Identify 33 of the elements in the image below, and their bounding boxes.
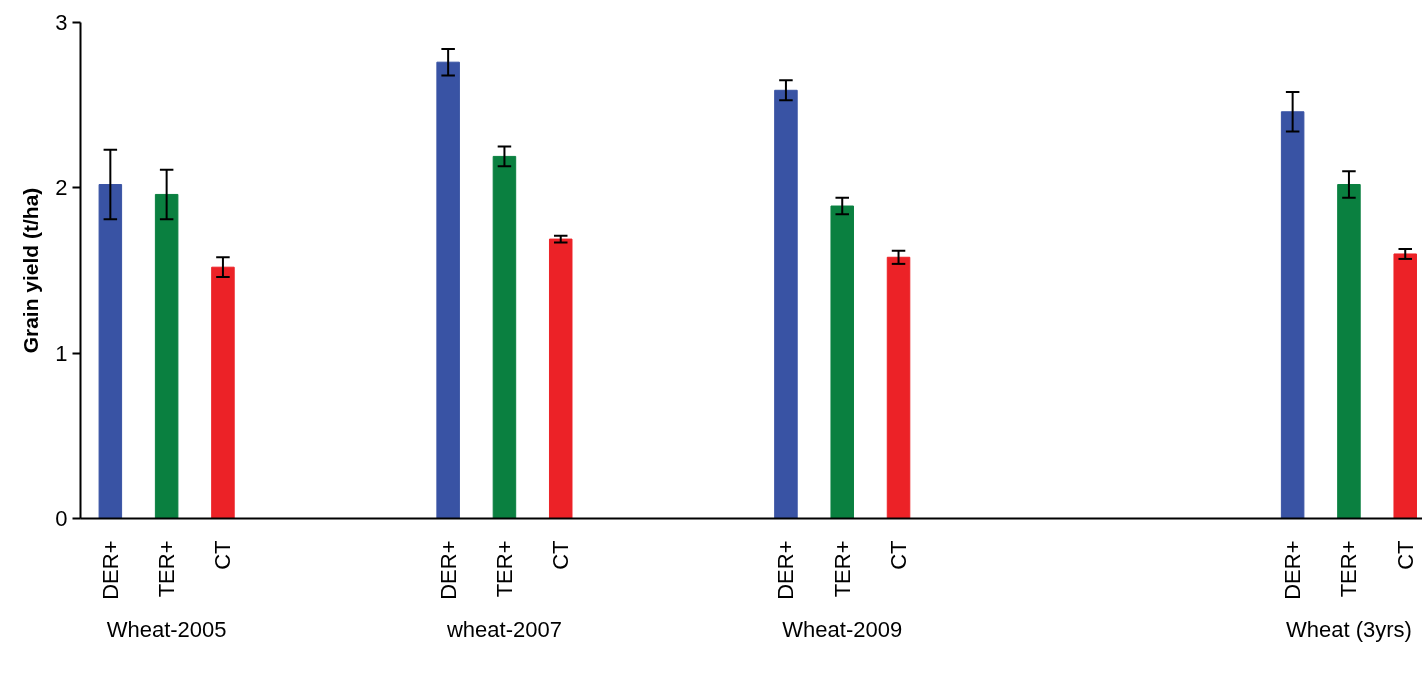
bar: [436, 61, 460, 519]
x-tick-label: CT: [886, 540, 912, 570]
text: Wheat-2009: [782, 616, 903, 642]
text: wheat-2007: [445, 616, 562, 642]
y-tick-label: 1: [55, 340, 68, 366]
bar: [548, 238, 573, 519]
x-tick-label: CT: [210, 540, 236, 570]
x-tick-label: DER+: [773, 540, 799, 600]
bar: [492, 155, 517, 519]
x-tick-label: DER+: [435, 540, 461, 600]
text: Wheat-2005: [106, 616, 227, 642]
x-tick-label: TER+: [1336, 540, 1362, 598]
bar: [774, 89, 798, 519]
y-axis-title: Grain yield (t/ha): [19, 187, 43, 354]
bar: [886, 256, 911, 519]
y-tick-label: 2: [55, 175, 68, 201]
y-tick-label: 3: [55, 10, 68, 35]
x-tick-label: DER+: [97, 540, 123, 600]
x-tick-label: CT: [1392, 540, 1418, 570]
bar: [211, 266, 235, 519]
text: Wheat (3yrs): [1285, 616, 1412, 642]
bar: [1337, 184, 1361, 519]
bar: [1280, 111, 1305, 519]
bar: [98, 184, 123, 519]
bar: [154, 193, 179, 519]
y-tick-label: 0: [55, 506, 68, 531]
bar: [1393, 253, 1417, 519]
bar: [830, 205, 854, 519]
x-tick-label: TER+: [154, 540, 180, 598]
x-tick-label: CT: [548, 540, 574, 570]
x-tick-label: DER+: [1280, 540, 1306, 600]
x-tick-label: TER+: [829, 540, 855, 598]
x-tick-label: TER+: [491, 540, 517, 598]
